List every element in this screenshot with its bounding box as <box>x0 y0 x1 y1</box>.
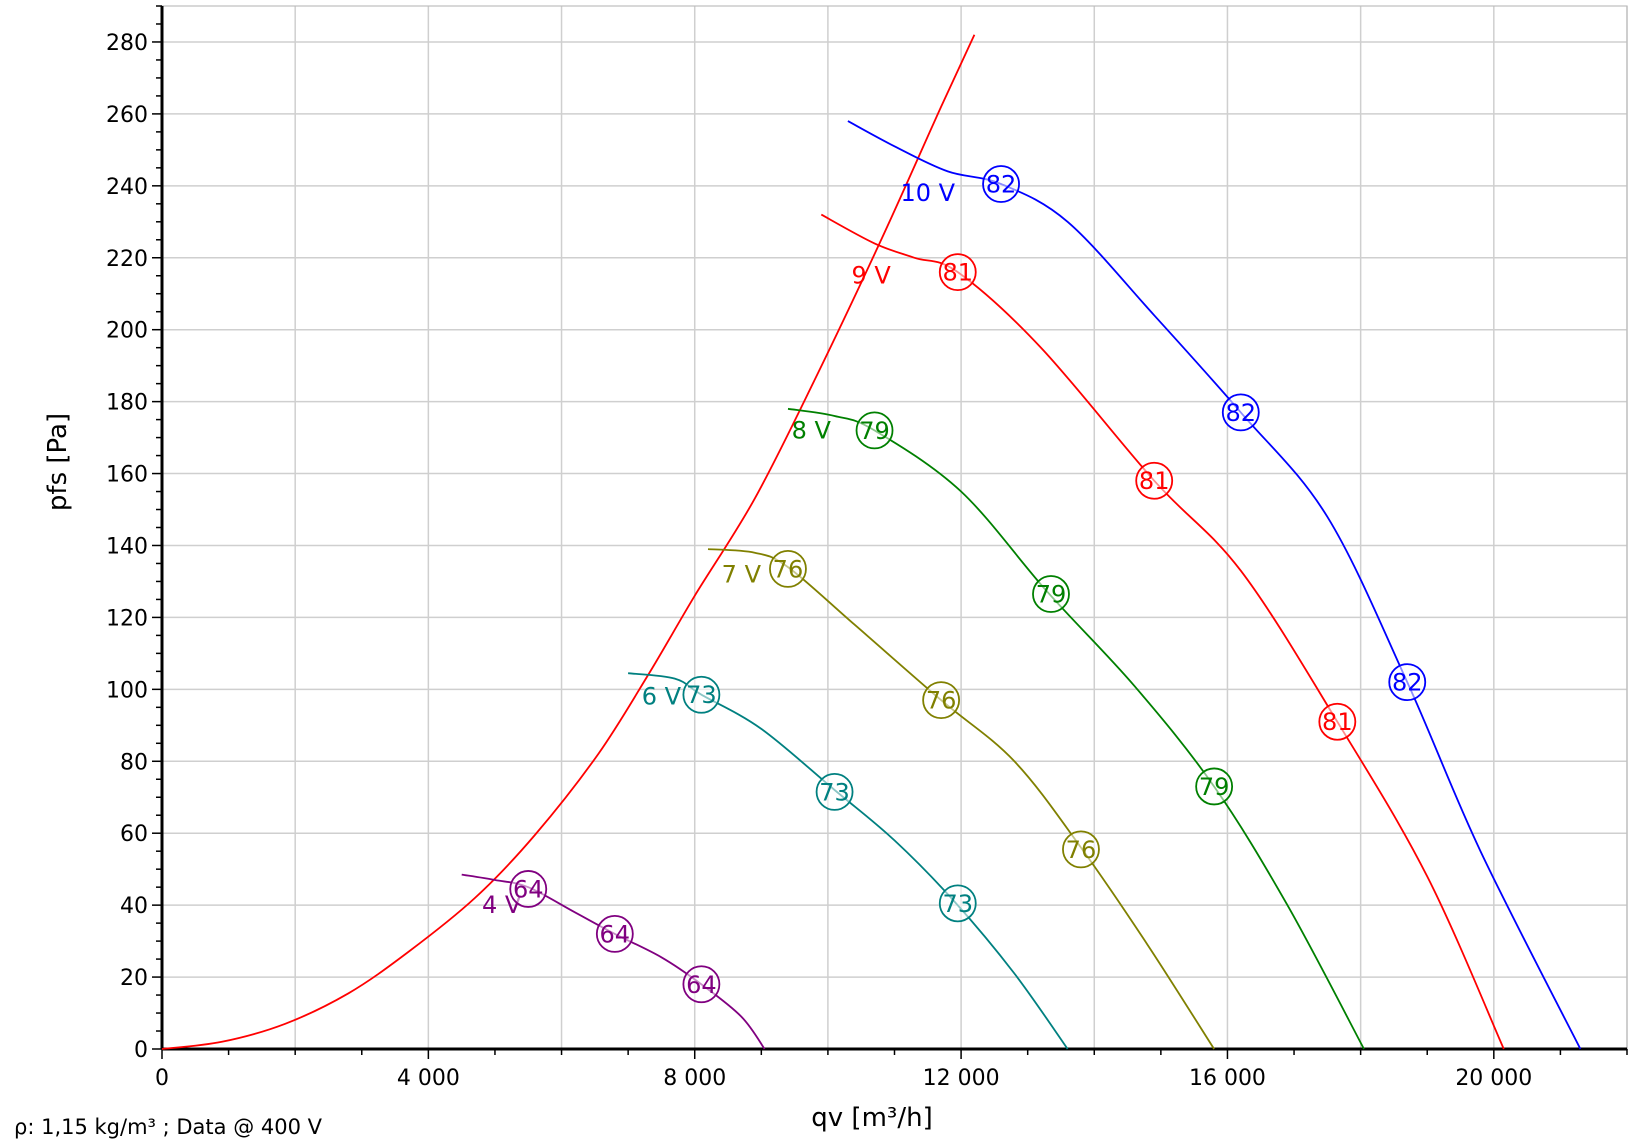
y-tick-label: 0 <box>134 1038 148 1063</box>
y-tick-label: 200 <box>106 319 148 344</box>
voltage-label: 8 V <box>792 416 832 444</box>
y-axis-title: pfs [Pa] <box>43 413 73 511</box>
footnote: ρ: 1,15 kg/m³ ; Data @ 400 V <box>14 1115 323 1139</box>
sound-level-label: 81 <box>942 259 973 287</box>
y-tick-label: 20 <box>120 966 148 991</box>
x-tick-label: 8 000 <box>663 1066 726 1091</box>
sound-level-label: 79 <box>1036 581 1067 609</box>
y-tick-label: 280 <box>106 31 148 56</box>
sound-level-marker <box>682 965 721 1004</box>
y-tick-label: 40 <box>120 894 148 919</box>
sound-level-marker <box>769 549 807 588</box>
sound-level-marker <box>595 915 634 953</box>
sound-level-label: 76 <box>926 687 957 715</box>
sound-level-marker <box>1318 702 1357 741</box>
sound-level-marker <box>855 411 894 450</box>
sound-level-label: 81 <box>1322 708 1353 736</box>
sound-level-label: 76 <box>1066 836 1097 864</box>
series-7v: 7 V 76 76 76 <box>707 548 1215 1050</box>
sound-level-marker <box>815 772 854 811</box>
sound-level-label: 73 <box>686 681 717 709</box>
voltage-label: 7 V <box>722 560 762 588</box>
voltage-label: 9 V <box>852 262 892 290</box>
series-8v: 8 V 79 79 79 <box>787 407 1365 1050</box>
sound-level-marker <box>1032 575 1070 613</box>
sound-level-label: 73 <box>819 778 850 806</box>
sound-level-marker <box>1062 830 1100 869</box>
series-10v: 10 V 82 82 82 <box>847 120 1582 1050</box>
y-tick-label: 240 <box>106 175 148 200</box>
sound-level-marker <box>1221 393 1260 432</box>
sound-level-marker <box>509 870 548 908</box>
x-axis-title: qv [m³/h] <box>811 1103 932 1133</box>
y-tick-label: 180 <box>106 391 148 416</box>
x-tick-label: 12 000 <box>923 1066 1000 1091</box>
sound-level-label: 82 <box>1225 399 1256 427</box>
series-system-curve <box>161 34 976 1050</box>
y-tick-label: 140 <box>106 534 148 559</box>
voltage-label: 10 V <box>900 179 955 207</box>
sound-level-label: 64 <box>686 971 717 999</box>
x-tick-label: 20 000 <box>1455 1066 1532 1091</box>
sound-level-label: 76 <box>773 555 804 583</box>
y-tick-label: 120 <box>106 606 148 631</box>
sound-level-marker <box>938 253 977 292</box>
y-tick-label: 80 <box>120 750 148 775</box>
sound-level-label: 82 <box>986 171 1017 199</box>
sound-level-marker <box>982 165 1020 203</box>
x-tick-label: 0 <box>155 1066 169 1091</box>
sound-level-label: 73 <box>942 890 973 918</box>
sound-level-marker <box>922 681 961 720</box>
y-tick-label: 100 <box>106 678 148 703</box>
sound-level-label: 81 <box>1139 467 1170 495</box>
sound-level-label: 79 <box>1199 773 1230 801</box>
y-tick-label: 60 <box>120 822 148 847</box>
sound-level-marker <box>1135 461 1174 500</box>
x-tick-label: 16 000 <box>1189 1066 1266 1091</box>
sound-level-label: 82 <box>1392 669 1423 697</box>
series-9v: 9 V 81 81 81 <box>820 213 1505 1050</box>
series-line <box>847 120 1582 1050</box>
y-tick-label: 160 <box>106 463 148 488</box>
x-tick-label: 4 000 <box>397 1066 460 1091</box>
sound-level-marker <box>938 884 977 923</box>
sound-level-marker <box>1195 767 1234 806</box>
sound-level-marker <box>1388 663 1427 702</box>
y-tick-label: 260 <box>106 103 148 128</box>
voltage-label: 6 V <box>642 683 682 711</box>
sound-level-label: 64 <box>513 875 544 903</box>
sound-level-label: 79 <box>859 417 890 445</box>
grid <box>162 6 1628 1049</box>
y-tick-label: 220 <box>106 247 148 272</box>
series-line <box>161 34 976 1050</box>
sound-level-marker <box>682 675 721 714</box>
axes: 0 4 000 8 000 12 000 16 000 20 000 0 20 40 60 80 10… <box>106 5 1628 1091</box>
sound-level-label: 64 <box>600 920 631 948</box>
